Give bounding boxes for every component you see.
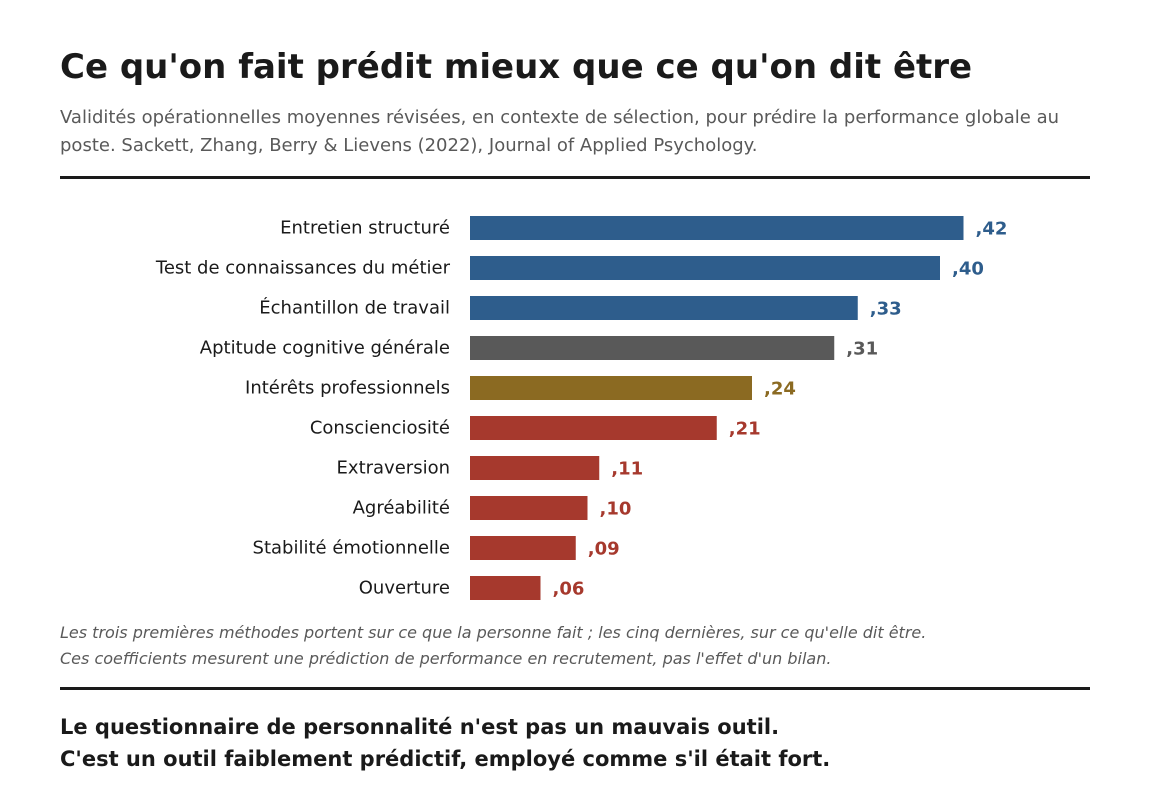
- category-label: Entretien structuré: [280, 218, 450, 239]
- bar: [470, 296, 858, 320]
- bottom-divider: [60, 687, 1090, 690]
- category-label: Conscienciosité: [310, 418, 450, 439]
- bar: [470, 336, 835, 360]
- conclusion-line-1: Le questionnaire de personnalité n'est p…: [60, 715, 780, 739]
- value-label: ,21: [729, 419, 761, 440]
- bar: [470, 216, 964, 240]
- bar: [470, 576, 541, 600]
- value-label: ,42: [976, 219, 1008, 240]
- value-label: ,31: [846, 339, 878, 360]
- bar: [470, 496, 588, 520]
- value-label: ,06: [553, 579, 585, 600]
- conclusion: Le questionnaire de personnalité n'est p…: [60, 711, 830, 775]
- bar: [470, 416, 717, 440]
- value-label: ,24: [764, 379, 796, 400]
- category-label: Stabilité émotionnelle: [253, 538, 450, 559]
- category-label: Ouverture: [359, 578, 450, 599]
- chart-note: Les trois premières méthodes portent sur…: [60, 620, 926, 672]
- bar: [470, 376, 752, 400]
- value-label: ,09: [588, 539, 620, 560]
- value-label: ,10: [600, 499, 632, 520]
- note-line-2: Ces coefficients mesurent une prédiction…: [60, 649, 832, 668]
- category-label: Extraversion: [337, 458, 450, 479]
- value-label: ,33: [870, 299, 902, 320]
- value-label: ,40: [952, 259, 984, 280]
- bar-chart: Entretien structuré ,42 Test de connaissan…: [155, 216, 1008, 600]
- category-label: Test de connaissances du métier: [155, 258, 451, 279]
- value-label: ,11: [611, 459, 643, 480]
- category-label: Aptitude cognitive générale: [200, 338, 450, 359]
- bar: [470, 256, 940, 280]
- category-label: Échantillon de travail: [259, 297, 450, 319]
- category-label: Agréabilité: [353, 498, 450, 519]
- chart-subtitle: Validités opérationnelles moyennes révis…: [60, 107, 1060, 156]
- category-label: Intérêts professionnels: [245, 378, 450, 399]
- bar: [470, 456, 600, 480]
- bar: [470, 536, 576, 560]
- conclusion-line-2: C'est un outil faiblement prédictif, emp…: [60, 747, 831, 771]
- top-divider: [60, 176, 1090, 179]
- chart-title: Ce qu'on fait prédit mieux que ce qu'on …: [60, 47, 973, 87]
- note-line-1: Les trois premières méthodes portent sur…: [60, 623, 927, 642]
